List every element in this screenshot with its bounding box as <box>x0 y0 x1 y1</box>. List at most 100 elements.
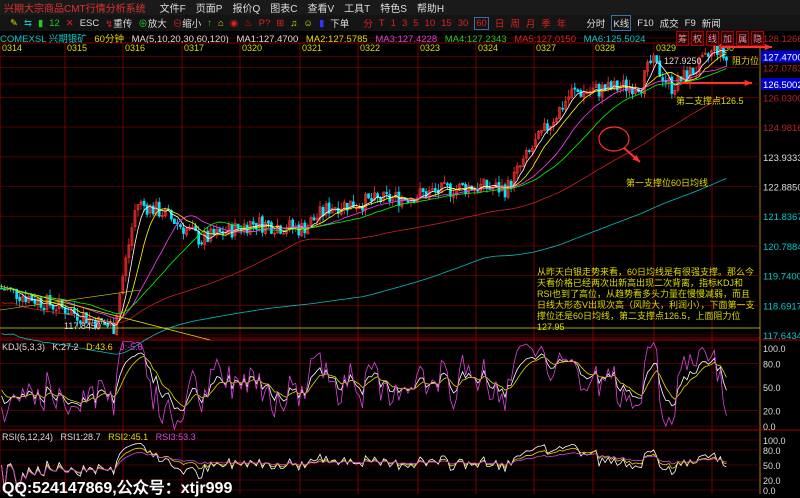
esc-button[interactable]: ESC <box>79 17 100 29</box>
ma6-line <box>1 178 727 355</box>
date-label: 0321 <box>302 43 322 53</box>
period-min[interactable]: 分 <box>363 19 373 30</box>
candle <box>503 184 507 198</box>
smile-icon[interactable]: ☺ <box>303 17 314 29</box>
candle <box>45 295 49 310</box>
candle <box>543 122 546 132</box>
home-icon[interactable]: ⌂ <box>218 17 224 29</box>
ma-params: MA(5,10,20,30,60,120) <box>131 34 229 43</box>
candle <box>288 220 292 231</box>
candle <box>530 147 534 152</box>
rsi3-line <box>1 452 727 491</box>
candle <box>709 50 713 57</box>
period-day[interactable]: 日 <box>494 19 505 30</box>
pen-icon[interactable]: ✎ <box>10 17 18 29</box>
period-1[interactable]: 1 <box>390 17 396 29</box>
date-label: 0314 <box>2 43 22 53</box>
view-trades[interactable]: 成交 <box>659 19 679 30</box>
tag-rights[interactable]: 权 <box>691 31 705 46</box>
candle <box>261 216 264 233</box>
candle <box>106 323 110 327</box>
question-icon[interactable]: P? <box>258 17 271 29</box>
menu-view[interactable]: 查看V <box>307 4 335 15</box>
rsi-axis-label: 0.0 <box>763 486 776 496</box>
support-circle <box>598 126 630 152</box>
view-f9[interactable]: F9 <box>684 17 696 29</box>
period-t[interactable]: T <box>378 17 385 29</box>
menu-help[interactable]: 帮助H <box>416 4 445 15</box>
period-60[interactable]: 60 <box>474 16 489 30</box>
bars-icon[interactable]: ▮ <box>37 17 44 29</box>
period-3[interactable]: 3 <box>401 17 408 29</box>
candle <box>173 218 176 224</box>
view-kline[interactable]: K线 <box>611 15 632 31</box>
candle <box>521 158 525 167</box>
candle <box>124 257 128 276</box>
rsi-axis-label: 50.0 <box>763 461 781 471</box>
candle <box>206 230 210 242</box>
kdj-axis-label: 100.0 <box>763 344 786 354</box>
reload-button[interactable]: ↯重传 <box>105 19 133 30</box>
candle <box>694 71 698 74</box>
close-icon[interactable]: ✕ <box>65 17 74 29</box>
candle <box>703 52 707 55</box>
zoom-in-button[interactable]: ⊕放大 <box>138 19 167 30</box>
candle <box>127 244 131 258</box>
candle <box>245 224 249 234</box>
fire-icon[interactable]: ♨ <box>244 17 253 29</box>
candle <box>537 131 540 140</box>
period-year[interactable]: 年 <box>556 19 567 30</box>
candle <box>482 178 486 186</box>
view-f10[interactable]: F10 <box>637 17 654 29</box>
period-30[interactable]: 30 <box>457 17 469 29</box>
candle <box>142 200 146 206</box>
candle <box>558 107 561 120</box>
candle <box>600 85 604 98</box>
ma2-value: MA2:127.5785 <box>305 34 368 43</box>
price-axis-label: 118.6917 <box>763 301 800 312</box>
menu-file[interactable]: 文件F <box>159 4 186 15</box>
period-month[interactable]: 月 <box>525 19 536 30</box>
candle <box>79 320 82 324</box>
period-10[interactable]: 10 <box>424 17 436 29</box>
tag-add[interactable]: 加 <box>721 31 735 46</box>
order-button[interactable]: 下单 <box>330 19 350 30</box>
trendline-2 <box>0 289 141 311</box>
period-week[interactable]: 周 <box>510 19 520 30</box>
price-axis-label: 128.1266 <box>763 34 800 45</box>
menu-special[interactable]: 特色S <box>380 4 407 15</box>
date-label: 0315 <box>67 43 87 53</box>
tool-12[interactable]: 12 <box>49 17 60 29</box>
rsi-axis-label: 100.0 <box>763 436 786 446</box>
bell-icon[interactable]: ♫ <box>290 17 298 29</box>
menu-chart[interactable]: 图表C <box>270 4 298 15</box>
candle <box>670 76 674 94</box>
view-news[interactable]: 新闻 <box>701 19 721 30</box>
signal-icon[interactable]: ↑ <box>207 17 213 29</box>
candle <box>634 89 637 94</box>
record-icon[interactable]: ◉ <box>229 17 239 29</box>
candle <box>21 296 25 302</box>
candle <box>327 202 331 214</box>
ma5-value: MA5:127.0150 <box>514 34 576 43</box>
menu-quote[interactable]: 报价Q <box>232 4 261 15</box>
tag-attr[interactable]: 属 <box>736 31 750 46</box>
menu-page[interactable]: 页面P <box>195 4 223 15</box>
candle <box>716 44 719 55</box>
tag-line[interactable]: 线 <box>706 31 720 46</box>
grid-icon[interactable]: ⊞ <box>276 17 285 29</box>
candle <box>97 316 100 330</box>
zoom-out-button[interactable]: ⊖缩小 <box>172 19 202 30</box>
symbol-name: COMEXSL 兴期银矿 <box>0 34 87 43</box>
resistance-label: 阻力位 <box>732 56 760 66</box>
period-5[interactable]: 5 <box>413 17 419 29</box>
period-15[interactable]: 15 <box>441 17 452 29</box>
link-icon[interactable]: ⇆ <box>23 17 32 29</box>
candle <box>643 70 646 95</box>
period-season[interactable]: 季 <box>541 19 551 30</box>
tag-hide[interactable]: 隐 <box>751 31 765 46</box>
view-tick[interactable]: 分时 <box>586 19 606 30</box>
tag-chips[interactable]: 筹 <box>676 31 690 46</box>
menu-tools[interactable]: 工具T <box>344 4 371 15</box>
